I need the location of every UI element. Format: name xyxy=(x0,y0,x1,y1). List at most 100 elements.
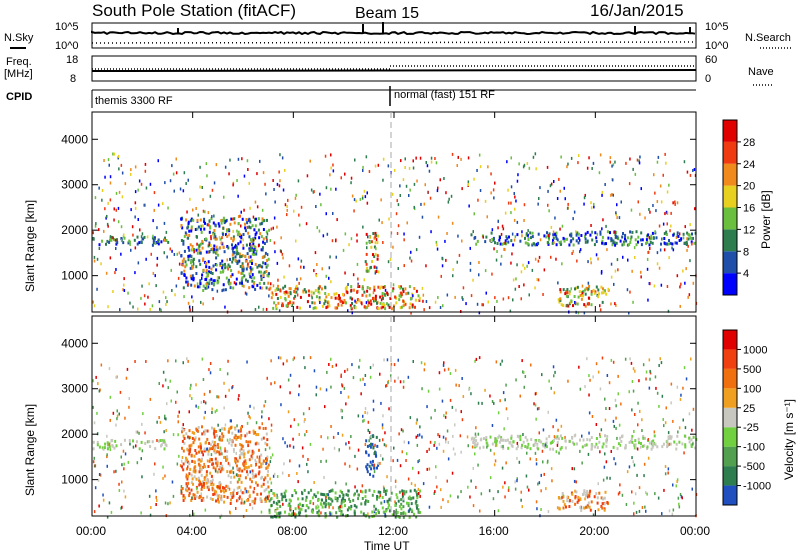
echo-noise xyxy=(678,232,681,236)
echo-cell xyxy=(222,269,225,273)
echo-cell xyxy=(160,240,163,244)
echo-noise xyxy=(461,239,463,243)
echo-noise xyxy=(653,173,655,177)
echo-noise xyxy=(243,500,246,504)
echo-noise xyxy=(187,359,189,363)
echo-cell xyxy=(247,444,250,448)
echo-noise xyxy=(520,297,522,301)
echo-noise xyxy=(134,206,137,210)
echo-cell xyxy=(299,508,302,512)
echo-noise xyxy=(284,203,287,207)
echo-cell xyxy=(216,493,219,497)
echo-noise xyxy=(632,460,634,464)
echo-noise xyxy=(516,477,518,481)
echo-cell xyxy=(574,287,576,291)
freq-label: Freq. xyxy=(6,56,32,68)
echo-noise xyxy=(516,179,519,183)
echo-noise xyxy=(555,257,557,261)
echo-cell xyxy=(417,510,420,514)
echo-cell xyxy=(260,286,263,290)
echo-cell xyxy=(377,490,380,494)
echo-noise xyxy=(105,216,107,220)
echo-noise xyxy=(279,153,281,157)
echo-cell xyxy=(629,439,632,443)
echo-cell xyxy=(214,237,217,241)
echo-noise xyxy=(366,246,368,250)
echo-noise xyxy=(567,202,569,206)
echo-noise xyxy=(228,233,230,237)
echo-noise xyxy=(396,458,399,462)
echo-cell xyxy=(221,467,224,471)
echo-noise xyxy=(547,410,549,414)
echo-noise xyxy=(232,466,234,470)
echo-cell xyxy=(254,431,257,434)
echo-cell xyxy=(190,443,193,447)
echo-cell xyxy=(323,302,326,306)
echo-noise xyxy=(631,456,633,460)
echo-noise xyxy=(550,255,552,259)
echo-cell xyxy=(255,249,258,253)
echo-noise xyxy=(398,432,400,436)
echo-cell xyxy=(584,232,587,236)
echo-cell xyxy=(159,439,162,442)
echo-cell xyxy=(248,458,251,462)
echo-cell xyxy=(251,452,254,456)
colorbar-tick-label: 24 xyxy=(743,159,755,171)
echo-noise xyxy=(451,405,454,409)
echo-noise xyxy=(215,163,218,167)
echo-cell xyxy=(206,274,209,277)
echo-noise xyxy=(647,298,649,302)
echo-cell xyxy=(628,243,631,247)
echo-noise xyxy=(199,185,201,189)
echo-cell xyxy=(197,225,200,229)
echo-cell xyxy=(370,240,373,244)
echo-noise xyxy=(560,155,562,159)
echo-noise xyxy=(140,457,142,461)
echo-cell xyxy=(208,279,211,282)
echo-noise xyxy=(468,388,470,391)
echo-noise xyxy=(223,406,225,410)
echo-noise xyxy=(629,357,631,361)
echo-cell xyxy=(187,246,190,250)
echo-noise xyxy=(647,438,650,441)
echo-cell xyxy=(663,232,666,236)
echo-noise xyxy=(588,431,590,435)
echo-cell xyxy=(376,301,378,305)
echo-cell xyxy=(588,505,591,509)
echo-cell xyxy=(620,440,623,443)
echo-cell xyxy=(252,248,255,252)
echo-cell xyxy=(212,231,215,235)
echo-cell xyxy=(564,292,567,296)
echo-noise xyxy=(581,434,583,438)
echo-noise xyxy=(114,271,116,275)
echo-noise xyxy=(476,169,478,172)
echo-cell xyxy=(272,293,275,297)
echo-cell xyxy=(190,499,193,502)
echo-cell xyxy=(182,242,185,246)
echo-cell xyxy=(401,489,404,493)
echo-cell xyxy=(191,477,194,481)
echo-noise xyxy=(477,401,480,405)
echo-cell xyxy=(252,285,255,289)
echo-noise xyxy=(340,176,342,180)
echo-noise xyxy=(213,181,216,185)
echo-noise xyxy=(621,493,624,497)
echo-noise xyxy=(368,170,371,173)
echo-noise xyxy=(599,387,602,391)
echo-cell xyxy=(245,243,248,247)
echo-noise xyxy=(643,462,646,466)
echo-cell xyxy=(687,237,690,241)
echo-noise xyxy=(579,449,581,453)
echo-noise xyxy=(356,262,359,266)
echo-noise xyxy=(117,220,120,224)
echo-noise xyxy=(487,165,489,169)
echo-noise xyxy=(645,377,647,381)
echo-cell xyxy=(416,506,418,510)
echo-noise xyxy=(602,218,604,222)
echo-cell xyxy=(388,305,391,309)
echo-noise xyxy=(479,509,481,513)
echo-cell xyxy=(340,303,343,307)
echo-cell xyxy=(164,440,166,444)
echo-noise xyxy=(636,473,638,477)
echo-noise xyxy=(153,208,155,212)
